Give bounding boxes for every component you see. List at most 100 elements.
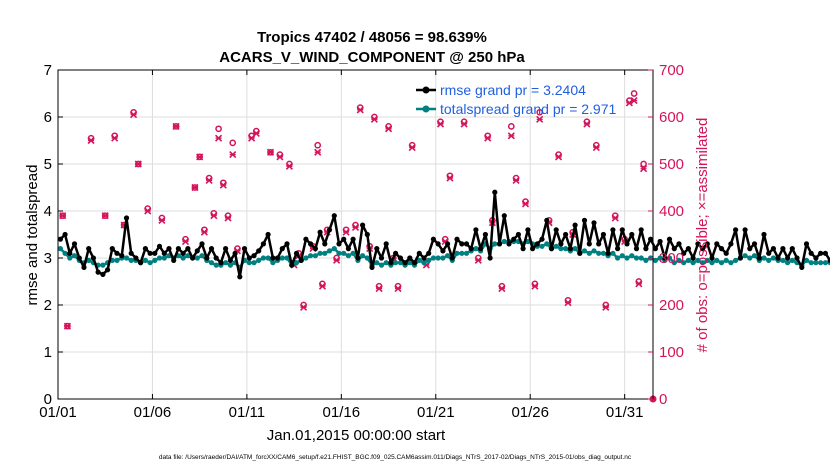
x-tick-label: 01/16 bbox=[323, 404, 361, 421]
obs-assimilated-point bbox=[521, 200, 530, 208]
spread-point bbox=[421, 260, 427, 266]
rmse-point bbox=[426, 250, 432, 256]
rmse-point bbox=[596, 241, 602, 247]
obs-assimilated-point bbox=[59, 212, 67, 220]
spread-point bbox=[747, 255, 753, 261]
rmse-point bbox=[76, 255, 82, 261]
spread-point bbox=[818, 260, 824, 266]
obs-assimilated-point bbox=[460, 120, 468, 128]
obs-assimilated-point bbox=[158, 216, 166, 224]
obs-assimilated-point bbox=[536, 115, 544, 123]
spread-point bbox=[440, 255, 446, 261]
rmse-point bbox=[822, 250, 829, 256]
spread-point bbox=[279, 255, 285, 261]
spread-point bbox=[780, 257, 786, 263]
obs-assimilated-point bbox=[370, 115, 378, 123]
rmse-point bbox=[563, 231, 569, 238]
spread-point bbox=[633, 255, 640, 261]
rmse-point bbox=[492, 189, 498, 195]
rmse-point bbox=[520, 246, 526, 252]
obs-assimilated-point bbox=[639, 165, 648, 173]
rmse-point bbox=[803, 241, 810, 247]
y-left-tick-label: 2 bbox=[44, 297, 52, 314]
obs-possible-point bbox=[314, 141, 322, 149]
spread-point bbox=[161, 255, 167, 261]
rmse-point bbox=[544, 217, 550, 223]
spread-point bbox=[114, 257, 120, 263]
rmse-point bbox=[799, 264, 805, 270]
axis-ticks: 01/01 01/06 01/11 01/16 01/21 01/26 01/31 0 1 2 3 4… bbox=[39, 62, 684, 421]
rmse-point bbox=[331, 213, 337, 219]
spread-point bbox=[364, 255, 370, 261]
spread-point bbox=[374, 260, 380, 266]
obs-assimilated-point bbox=[318, 282, 327, 290]
spread-point bbox=[208, 260, 215, 266]
rmse-point bbox=[449, 255, 455, 261]
spread-point bbox=[156, 255, 163, 261]
rmse-point bbox=[638, 227, 644, 233]
obs-assimilated-point bbox=[214, 134, 223, 142]
rmse-point bbox=[275, 255, 281, 261]
spread-point bbox=[430, 255, 436, 261]
obs-assimilated-point bbox=[498, 284, 506, 293]
spread-point bbox=[336, 250, 342, 256]
rmse-point bbox=[506, 241, 512, 247]
obs-assimilated-point bbox=[205, 176, 213, 185]
obs-assimilated-point bbox=[252, 129, 260, 138]
obs-possible-point bbox=[215, 125, 222, 133]
spread-point bbox=[525, 238, 531, 245]
rmse-point bbox=[430, 236, 436, 242]
obs-assimilated-point bbox=[394, 284, 402, 293]
obs-assimilated-point bbox=[583, 120, 591, 128]
data-file-footer: data file: /Users/raeder/DAI/ATM_forcXX/… bbox=[159, 454, 632, 461]
rmse-point bbox=[751, 241, 758, 247]
spread-point bbox=[147, 260, 153, 266]
x-tick-label: 01/06 bbox=[134, 404, 172, 421]
rmse-point bbox=[468, 246, 474, 252]
rmse-point bbox=[105, 267, 111, 273]
spread-point bbox=[544, 241, 550, 247]
y-right-tick-label: 400 bbox=[659, 203, 684, 220]
spread-point bbox=[558, 246, 564, 252]
spread-point bbox=[445, 253, 451, 259]
rmse-point bbox=[747, 246, 753, 252]
rmse-point bbox=[298, 257, 304, 263]
spread-point bbox=[808, 260, 814, 266]
rmse-point bbox=[303, 236, 309, 242]
rmse-point bbox=[454, 236, 460, 242]
spread-point bbox=[785, 260, 791, 266]
rmse-point bbox=[284, 241, 290, 247]
rmse-point bbox=[109, 246, 115, 252]
y-right-tick-label: 300 bbox=[659, 250, 684, 267]
obs-assimilated-point bbox=[554, 153, 563, 161]
spread-point bbox=[676, 257, 682, 263]
x-tick-label: 01/21 bbox=[417, 404, 455, 421]
rmse-point bbox=[808, 250, 814, 256]
rmse-point bbox=[265, 231, 271, 238]
spread-point bbox=[62, 250, 68, 256]
obs-possible-point bbox=[536, 108, 544, 116]
obs-assimilated-point bbox=[630, 96, 638, 105]
rmse-point bbox=[662, 255, 668, 261]
spread-point bbox=[751, 253, 758, 259]
rmse-point bbox=[525, 227, 531, 233]
rmse-point bbox=[312, 246, 318, 252]
obs-assimilated-point bbox=[333, 256, 341, 264]
spread-point bbox=[260, 255, 266, 261]
rmse-point bbox=[388, 260, 394, 266]
obs-assimilated-point bbox=[285, 162, 293, 170]
obs-assimilated-point bbox=[408, 143, 416, 152]
rmse-point bbox=[756, 255, 762, 261]
spread-point bbox=[728, 260, 734, 266]
rmse-point bbox=[411, 260, 418, 266]
rmse-point bbox=[572, 222, 578, 228]
obs-assimilated-point bbox=[436, 120, 445, 128]
spread-point bbox=[123, 255, 130, 261]
spread-point bbox=[742, 253, 748, 259]
rmse-point bbox=[629, 231, 635, 238]
spread-point bbox=[270, 260, 276, 266]
y-left-tick-label: 5 bbox=[44, 156, 52, 173]
rmse-point bbox=[530, 246, 536, 252]
